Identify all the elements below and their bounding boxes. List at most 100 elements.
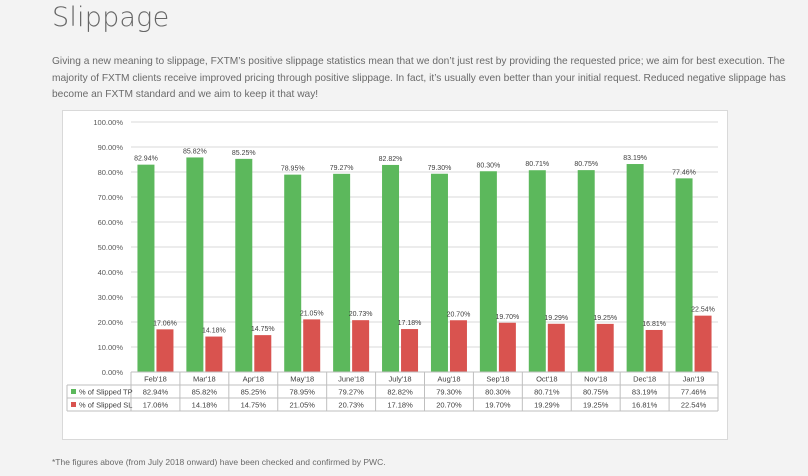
table-cell-slipped-tp: 80.71%: [534, 388, 560, 397]
x-tick-label: Sep'18: [486, 375, 509, 384]
table-cell-slipped-sl: 14.75%: [241, 401, 267, 410]
x-tick-label: Jan'19: [683, 375, 705, 384]
bar-slipped-sl: [547, 323, 565, 372]
table-cell-slipped-sl: 19.25%: [583, 401, 609, 410]
data-label-slipped-tp: 80.30%: [477, 162, 501, 169]
bar-slipped-tp: [382, 164, 400, 372]
y-tick-label: 60.00%: [98, 218, 124, 227]
data-label-slipped-sl: 17.18%: [398, 320, 422, 327]
table-cell-slipped-tp: 77.46%: [681, 388, 707, 397]
data-label-slipped-tp: 79.30%: [428, 165, 452, 172]
table-cell-slipped-sl: 20.70%: [436, 401, 462, 410]
y-tick-label: 90.00%: [98, 143, 124, 152]
y-tick-label: 40.00%: [98, 268, 124, 277]
bar-slipped-tp: [333, 173, 351, 372]
data-label-slipped-tp: 82.94%: [134, 156, 158, 163]
x-tick-label: May'18: [290, 375, 314, 384]
bar-slipped-sl: [645, 329, 663, 372]
table-cell-slipped-tp: 85.82%: [192, 388, 218, 397]
x-tick-label: Nov'18: [584, 375, 607, 384]
table-cell-slipped-sl: 19.70%: [485, 401, 511, 410]
table-cell-slipped-sl: 22.54%: [681, 401, 707, 410]
footnote: *The figures above (from July 2018 onwar…: [52, 457, 386, 467]
bar-slipped-sl: [254, 335, 272, 372]
bar-slipped-tp: [284, 174, 302, 372]
table-cell-slipped-tp: 83.19%: [632, 388, 658, 397]
table-cell-slipped-sl: 17.18%: [387, 401, 413, 410]
bar-slipped-sl: [694, 315, 712, 372]
bar-slipped-tp: [235, 158, 253, 372]
data-label-slipped-sl: 22.54%: [691, 307, 715, 314]
x-tick-label: Dec'18: [633, 375, 656, 384]
table-cell-slipped-tp: 82.94%: [143, 388, 169, 397]
page-title: Slippage: [52, 2, 170, 33]
data-label-slipped-sl: 19.29%: [544, 315, 568, 322]
legend-key-slipped-tp: [71, 389, 76, 394]
bar-slipped-sl: [352, 320, 370, 372]
data-label-slipped-sl: 17.06%: [153, 320, 177, 327]
legend-label-slipped-tp: % of Slipped TP: [79, 388, 133, 397]
y-tick-label: 30.00%: [98, 293, 124, 302]
y-tick-label: 10.00%: [98, 343, 124, 352]
data-label-slipped-tp: 83.19%: [623, 155, 647, 162]
x-tick-label: Apr'18: [243, 375, 264, 384]
table-cell-slipped-tp: 79.30%: [436, 388, 462, 397]
data-label-slipped-tp: 85.82%: [183, 148, 207, 155]
x-tick-label: July'18: [388, 375, 411, 384]
table-cell-slipped-sl: 14.18%: [192, 401, 218, 410]
y-tick-label: 100.00%: [93, 118, 123, 127]
table-cell-slipped-tp: 79.27%: [338, 388, 364, 397]
data-label-slipped-tp: 78.95%: [281, 166, 305, 173]
bar-slipped-tp: [626, 164, 644, 372]
bar-slipped-tp: [577, 170, 595, 372]
table-cell-slipped-sl: 17.06%: [143, 401, 169, 410]
data-label-slipped-tp: 80.71%: [525, 161, 549, 168]
table-cell-slipped-tp: 82.82%: [387, 388, 413, 397]
x-tick-label: June'18: [338, 375, 364, 384]
data-label-slipped-tp: 85.25%: [232, 150, 256, 157]
legend-key-slipped-sl: [71, 402, 76, 407]
bar-slipped-sl: [303, 319, 321, 372]
data-label-slipped-tp: 77.46%: [672, 169, 696, 176]
x-tick-label: Feb'18: [144, 375, 167, 384]
data-label-slipped-sl: 14.75%: [251, 326, 275, 333]
table-cell-slipped-sl: 19.29%: [534, 401, 560, 410]
bar-slipped-tp: [675, 178, 693, 372]
data-label-slipped-tp: 79.27%: [330, 165, 354, 172]
data-label-slipped-sl: 20.70%: [447, 311, 471, 318]
data-label-slipped-sl: 19.70%: [496, 314, 520, 321]
x-tick-label: Oct'18: [536, 375, 557, 384]
bar-slipped-sl: [205, 336, 223, 372]
legend-label-slipped-sl: % of Slipped SL: [79, 401, 132, 410]
table-cell-slipped-tp: 80.75%: [583, 388, 609, 397]
table-cell-slipped-tp: 80.30%: [485, 388, 511, 397]
data-label-slipped-sl: 20.73%: [349, 311, 373, 318]
bar-slipped-tp: [430, 173, 448, 372]
bar-slipped-sl: [401, 329, 419, 372]
intro-paragraph: Giving a new meaning to slippage, FXTM’s…: [52, 56, 786, 100]
y-tick-label: 0.00%: [102, 368, 124, 377]
bar-slipped-tp: [528, 170, 546, 372]
slippage-bar-chart: 0.00% 10.00% 20.00% 30.00% 40.00% 50.00% 60.00…: [66, 118, 719, 412]
table-cell-slipped-tp: 85.25%: [241, 388, 267, 397]
bar-slipped-tp: [479, 171, 497, 372]
table-cell-slipped-sl: 21.05%: [289, 401, 315, 410]
x-tick-label: Aug'18: [437, 375, 460, 384]
table-cell-slipped-sl: 16.81%: [632, 401, 658, 410]
slippage-chart: 0.00% 10.00% 20.00% 30.00% 40.00% 50.00% 60.00…: [62, 110, 728, 440]
data-label-slipped-sl: 19.25%: [593, 315, 617, 322]
data-label-slipped-tp: 80.75%: [574, 161, 598, 168]
bar-slipped-sl: [596, 323, 614, 372]
data-label-slipped-sl: 16.81%: [642, 321, 666, 328]
table-cell-slipped-tp: 78.95%: [289, 388, 315, 397]
y-tick-label: 20.00%: [98, 318, 124, 327]
y-tick-label: 70.00%: [98, 193, 124, 202]
bar-slipped-tp: [186, 157, 204, 372]
data-label-slipped-sl: 14.18%: [202, 328, 226, 335]
y-tick-label: 80.00%: [98, 168, 124, 177]
bar-slipped-tp: [137, 164, 155, 372]
y-tick-label: 50.00%: [98, 243, 124, 252]
x-tick-label: Mar'18: [193, 375, 216, 384]
data-label-slipped-sl: 21.05%: [300, 310, 324, 317]
table-cell-slipped-sl: 20.73%: [338, 401, 364, 410]
